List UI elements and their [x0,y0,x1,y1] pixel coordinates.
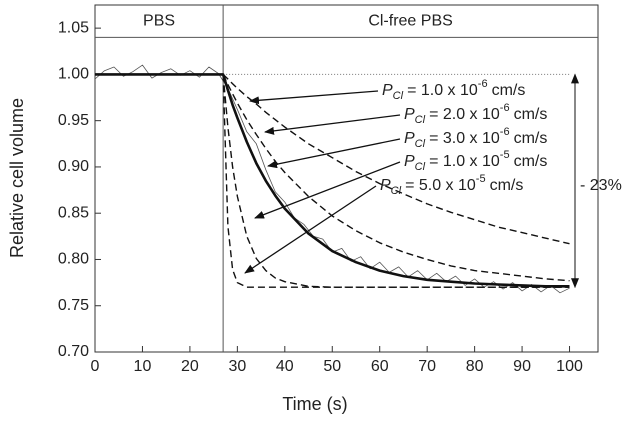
data-line [222,74,570,282]
annotation: PCl = 1.0 x 10-6 cm/s [382,78,525,102]
x-tick-label: 70 [418,358,436,375]
subscript: Cl [391,185,402,197]
symbol: P [404,130,415,147]
x-tick-label: 100 [556,358,583,375]
x-tick-label: 40 [276,358,294,375]
annotation-arrow [267,138,401,169]
y-tick-label: 0.90 [58,158,89,175]
annotation-text: = 1.0 x 10 [407,82,478,99]
superscript: -5 [476,173,486,185]
symbol: P [382,82,393,99]
superscript: -6 [500,102,510,114]
annotation: PCl = 2.0 x 10-6 cm/s [404,102,547,126]
x-tick-label: 80 [466,358,484,375]
symbol: P [404,153,415,170]
annotation-text: = 5.0 x 10 [405,177,476,194]
superscript: -6 [500,126,510,138]
subscript: Cl [415,114,426,126]
x-tick-label: 0 [91,358,100,375]
data-line [222,73,570,245]
x-tick-label: 20 [181,358,199,375]
symbol: P [404,106,415,123]
annotation-text: = 1.0 x 10 [429,153,500,170]
x-tick-label: 50 [323,358,341,375]
superscript: -5 [500,149,510,161]
annotation-arrow [254,161,401,219]
plot-frame [94,4,599,353]
annotation-arrow [244,185,377,274]
annotation: PCl = 3.0 x 10-6 cm/s [404,126,547,150]
symbol: P [380,177,391,194]
y-tick-label: 0.75 [58,297,89,314]
annotation-arrow [264,114,401,135]
y-axis-label: Relative cell volume [7,98,27,258]
annotation-arrow [249,90,379,105]
unit: cm/s [514,106,548,123]
superscript: -6 [478,78,488,90]
y-tick-label: 0.85 [58,204,89,221]
annotation-text: = 2.0 x 10 [429,106,500,123]
phase-label: Cl-free PBS [368,12,452,29]
x-axis-label: Time (s) [282,394,347,414]
annotation-text: = 3.0 x 10 [429,130,500,147]
y-tick-label: 1.00 [58,66,89,83]
annotation: PCl = 1.0 x 10-5 cm/s [404,149,547,173]
phase-label: PBS [143,12,175,29]
unit: cm/s [492,82,526,99]
subscript: Cl [415,138,426,150]
unit: cm/s [514,130,548,147]
subscript: Cl [393,90,404,102]
x-tick-label: 90 [513,358,531,375]
unit: cm/s [490,177,524,194]
x-tick-label: 60 [371,358,389,375]
y-tick-label: 0.95 [58,112,89,129]
y-tick-label: 0.80 [58,251,89,268]
subscript: Cl [415,161,426,173]
data-line [222,74,570,288]
x-tick-label: 10 [134,358,152,375]
drop-label: - 23% [580,177,622,194]
x-tick-label: 30 [228,358,246,375]
unit: cm/s [514,153,548,170]
y-tick-label: 0.70 [58,343,89,360]
y-tick-label: 1.05 [58,19,89,36]
data-line [95,73,570,288]
annotation: PCl = 5.0 x 10-5 cm/s [380,173,523,197]
